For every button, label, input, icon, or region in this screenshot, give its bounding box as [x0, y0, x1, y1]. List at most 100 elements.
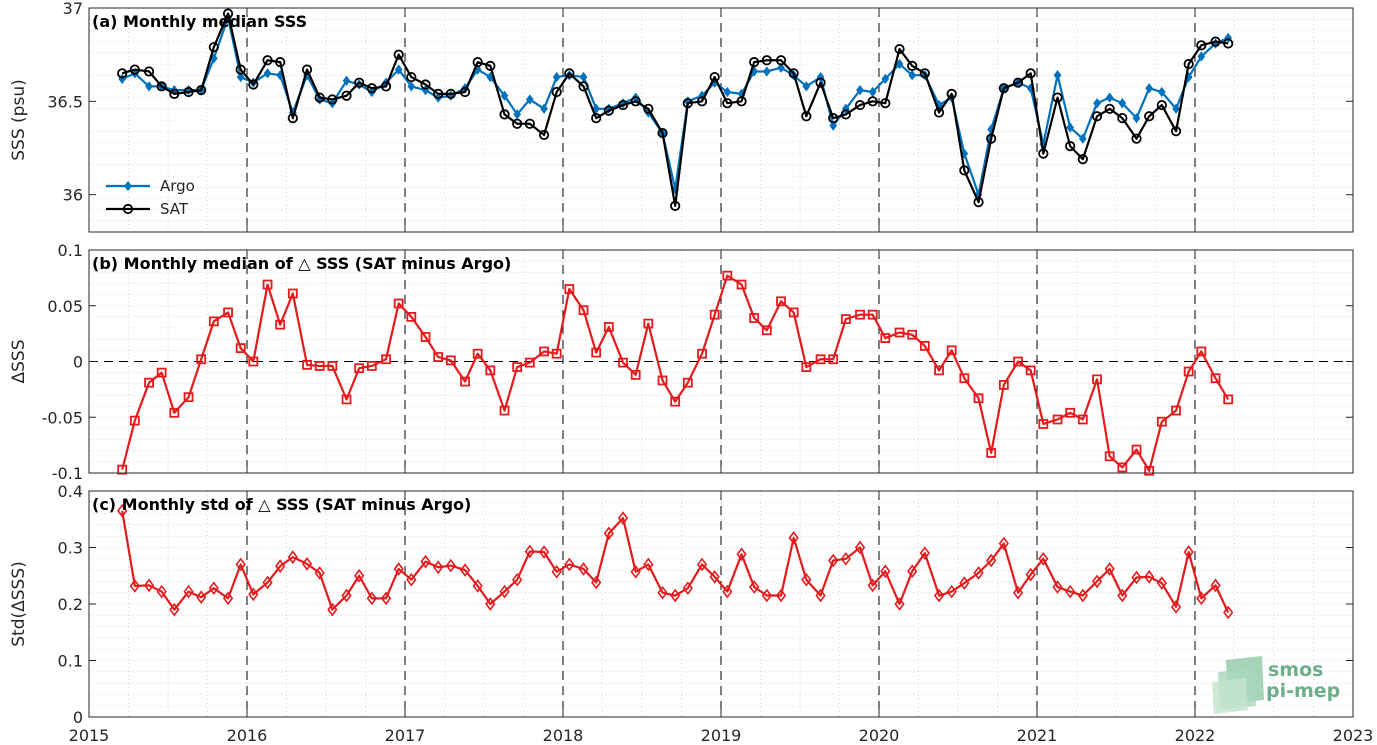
- data-point: [801, 572, 812, 587]
- data-point: [433, 352, 444, 362]
- data-point: [275, 559, 286, 573]
- data-point: [630, 96, 641, 107]
- data-point: [1196, 40, 1207, 51]
- data-point: [1131, 570, 1142, 585]
- data-point: [327, 602, 338, 617]
- data-point: [761, 55, 772, 66]
- data-point: [143, 66, 155, 77]
- data-point: [433, 88, 444, 99]
- data-point: [196, 85, 207, 96]
- data-point: [513, 109, 522, 120]
- data-point: [643, 318, 654, 329]
- data-point: [445, 355, 456, 366]
- data-point: [591, 347, 602, 358]
- data-point: [564, 284, 575, 294]
- data-point: [761, 325, 772, 336]
- data-point: [183, 584, 194, 599]
- data-point: [723, 86, 732, 98]
- data-point: [1025, 365, 1036, 376]
- y-tick-label: 0.4: [58, 482, 83, 501]
- data-point: [630, 369, 641, 380]
- data-point: [366, 83, 377, 94]
- data-point: [1210, 373, 1221, 384]
- data-point: [894, 43, 905, 55]
- data-point: [433, 560, 444, 575]
- data-point: [301, 557, 313, 571]
- data-point: [736, 96, 747, 107]
- panel-a-monthly-median-sss: 36 36.5 37 (a) Monthly median SSS SSS (psu) A…: [9, 0, 1354, 233]
- data-point: [709, 309, 720, 320]
- data-point: [407, 81, 416, 92]
- data-point: [275, 57, 286, 68]
- data-point: [762, 66, 771, 77]
- data-point: [1012, 77, 1024, 88]
- series-line: [121, 12, 1229, 207]
- data-point: [829, 120, 838, 131]
- data-point: [314, 92, 325, 103]
- data-point: [1196, 591, 1207, 606]
- panel-b-monthly-median-delta-sss: -0.1 -0.05 0 0.05 0.1 (b) Monthly median of △…: [9, 241, 1354, 483]
- data-point: [1025, 567, 1036, 582]
- data-point: [998, 83, 1009, 94]
- data-point: [998, 536, 1009, 551]
- data-point: [1210, 578, 1221, 593]
- data-point: [1012, 585, 1024, 600]
- data-point: [1145, 83, 1154, 94]
- data-point: [235, 64, 246, 75]
- data-point: [129, 579, 140, 593]
- data-point: [670, 396, 681, 407]
- data-point: [301, 64, 313, 75]
- data-point: [538, 545, 550, 559]
- data-point: [394, 64, 403, 75]
- data-point: [420, 79, 431, 90]
- data-point: [788, 68, 799, 79]
- data-point: [868, 86, 877, 98]
- data-point: [1104, 103, 1115, 114]
- data-point: [894, 327, 905, 338]
- data-point: [248, 587, 259, 602]
- data-point: [1066, 122, 1075, 133]
- data-point: [393, 298, 404, 309]
- data-point: [500, 90, 509, 101]
- data-point: [222, 8, 234, 19]
- data-point: [460, 376, 470, 387]
- data-point: [670, 588, 681, 603]
- data-point: [579, 71, 588, 83]
- data-point: [1170, 126, 1182, 137]
- data-point: [867, 309, 878, 320]
- data-point: [1025, 68, 1036, 79]
- data-point: [933, 588, 945, 603]
- data-point: [287, 113, 298, 124]
- y-axis-ticks: 36 36.5 37: [47, 0, 1354, 232]
- data-point: [208, 316, 219, 327]
- data-point: [603, 322, 614, 332]
- data-point: [643, 103, 654, 114]
- data-point: [235, 343, 246, 354]
- data-point: [986, 133, 997, 144]
- data-point: [1038, 148, 1049, 159]
- data-point: [539, 346, 549, 357]
- data-point: [775, 55, 787, 66]
- data-point: [525, 94, 534, 105]
- data-point: [1156, 99, 1167, 111]
- data-point: [1144, 465, 1155, 476]
- data-point: [144, 377, 154, 388]
- data-point: [855, 309, 865, 320]
- y-tick-label: 0.1: [58, 241, 83, 260]
- data-point: [1013, 356, 1023, 367]
- data-point: [1156, 416, 1167, 427]
- data-point: [709, 570, 720, 584]
- data-point: [1223, 605, 1234, 620]
- data-point: [540, 103, 548, 114]
- data-point: [1077, 414, 1088, 425]
- data-point: [314, 566, 325, 580]
- data-point: [341, 90, 352, 101]
- data-point: [314, 361, 325, 371]
- data-point: [908, 70, 917, 81]
- data-point: [1132, 113, 1141, 124]
- y-axis-label: Std(ΔSSS): [9, 561, 29, 647]
- data-point: [143, 578, 155, 593]
- data-point: [696, 96, 708, 107]
- data-point: [1183, 366, 1194, 377]
- data-point: [145, 81, 153, 92]
